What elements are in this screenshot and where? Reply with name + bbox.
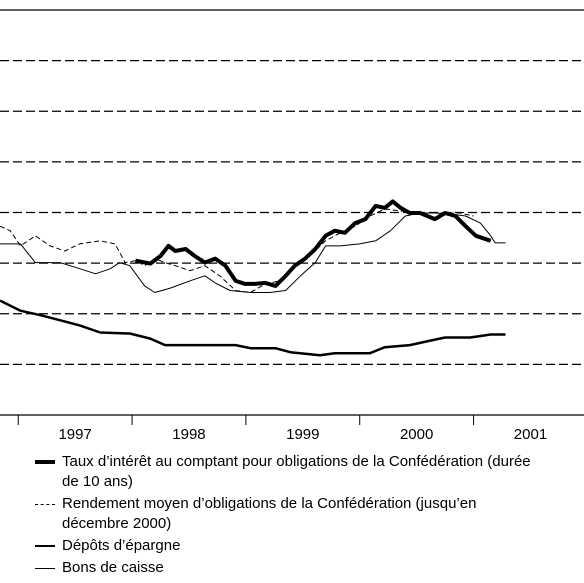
legend-item: Bons de caisse bbox=[0, 558, 532, 578]
legend: Taux d’intérêt au comptant pour obligati… bbox=[0, 452, 584, 580]
chart: 1997 1998 1999 2000 2001 bbox=[0, 9, 584, 443]
x-tick-label: 1998 bbox=[172, 426, 205, 443]
legend-swatch bbox=[35, 460, 55, 464]
legend-item: Dépôts d’épargne bbox=[0, 536, 532, 556]
legend-swatch bbox=[35, 544, 55, 547]
legend-item: Rendement moyen d’obligations de la Conf… bbox=[0, 494, 532, 534]
legend-label: Dépôts d’épargne bbox=[62, 537, 181, 554]
x-tick-label: 2000 bbox=[400, 426, 433, 443]
legend-label: Bons de caisse bbox=[62, 559, 164, 576]
x-tick-label: 1999 bbox=[286, 426, 319, 443]
x-tick-label: 1997 bbox=[58, 426, 91, 443]
series-line bbox=[0, 299, 506, 357]
series-line bbox=[0, 208, 474, 293]
legend-item: Taux d’intérêt au comptant pour obligati… bbox=[0, 452, 532, 492]
legend-swatch bbox=[35, 503, 55, 505]
legend-label: Taux d’intérêt au comptant pour obligati… bbox=[62, 453, 531, 490]
series-line bbox=[135, 199, 492, 288]
legend-swatch bbox=[35, 567, 55, 569]
x-tick-label: 2001 bbox=[514, 426, 547, 443]
legend-label: Rendement moyen d’obligations de la Conf… bbox=[62, 495, 477, 532]
series-line bbox=[0, 212, 506, 293]
